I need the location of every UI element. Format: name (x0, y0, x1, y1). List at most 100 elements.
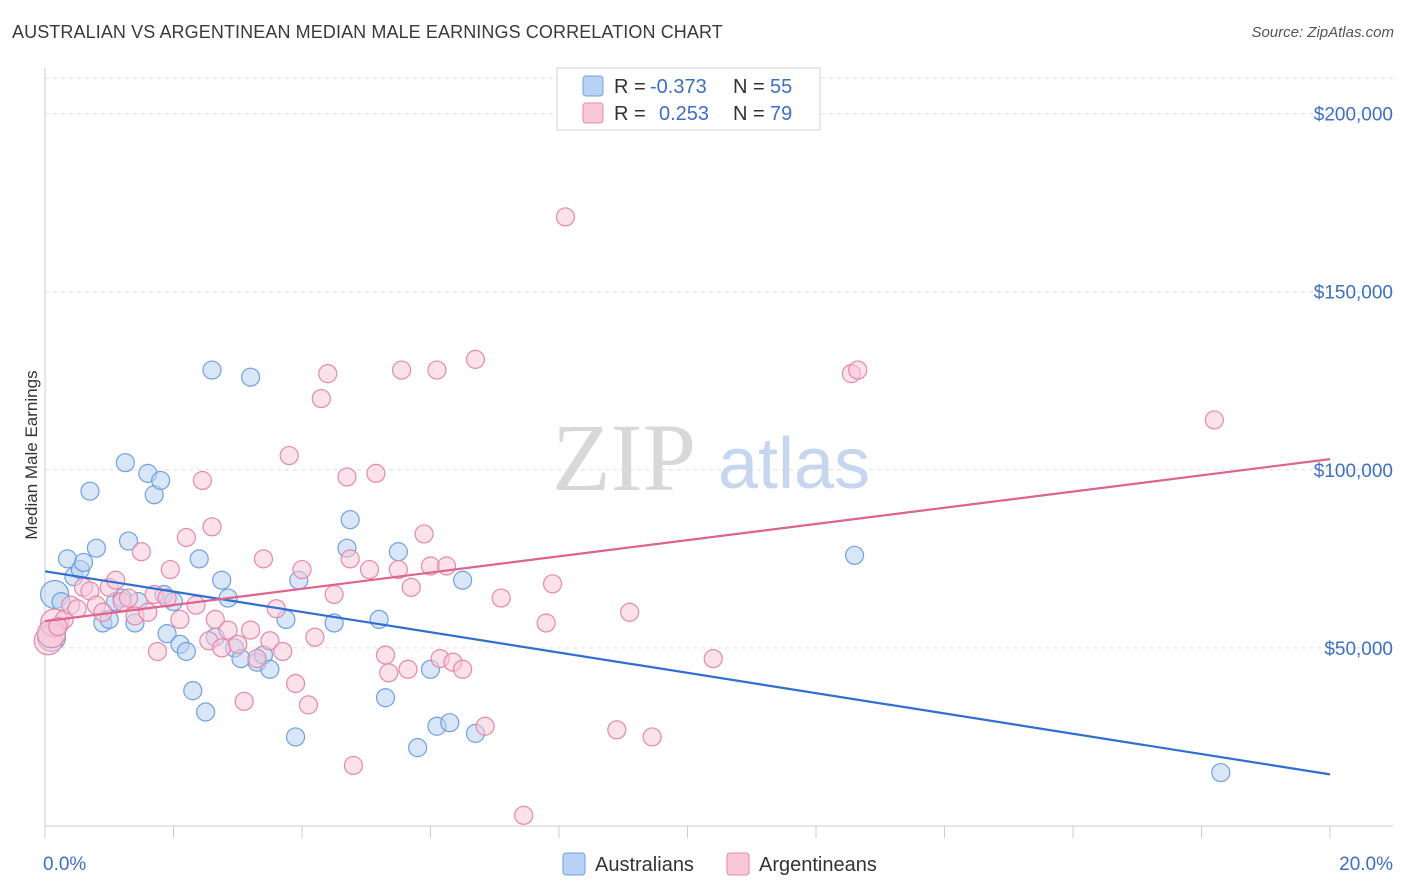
point-argentineans (241, 620, 261, 640)
point-argentineans (131, 542, 151, 562)
point-argentineans (260, 631, 280, 651)
point-argentineans (170, 609, 190, 630)
point-argentineans (343, 755, 363, 776)
point-argentineans (337, 467, 357, 487)
point-argentineans (212, 638, 232, 658)
grid-lines (45, 77, 1393, 649)
point-argentineans (414, 524, 434, 544)
trend-line-australians (44, 570, 1331, 776)
point-argentineans (475, 716, 495, 736)
point-australians (408, 738, 428, 758)
point-argentineans (234, 691, 254, 711)
point-argentineans (366, 463, 386, 483)
point-argentineans (453, 659, 473, 679)
data-points (33, 207, 1231, 825)
point-argentineans (138, 602, 158, 622)
point-australians (80, 481, 100, 501)
point-argentineans (555, 207, 576, 227)
watermark: ZIP atlas (552, 404, 870, 511)
point-argentineans (186, 595, 206, 615)
axes (44, 68, 1393, 838)
point-argentineans (292, 559, 312, 580)
point-australians (260, 659, 280, 679)
point-australians (241, 367, 261, 387)
tick-labels: $50,000 $100,000 $150,000 $200,000 0.0% 20.0% (43, 105, 1393, 875)
point-argentineans (703, 648, 723, 669)
stats-n-label: N = (733, 103, 765, 125)
x-tick-label-max: 20.0% (1339, 854, 1393, 875)
chart-source: Source: ZipAtlas.com (1251, 24, 1394, 41)
point-australians (212, 570, 232, 590)
point-argentineans (536, 613, 556, 633)
legend-label-australians: Australians (595, 854, 694, 876)
point-argentineans (324, 584, 344, 605)
point-argentineans (253, 549, 274, 569)
point-argentineans (67, 599, 87, 619)
point-argentineans (491, 588, 511, 608)
point-argentineans (157, 588, 177, 608)
point-argentineans (192, 470, 213, 491)
point-australians (189, 549, 209, 569)
y-tick-label: $50,000 (1324, 639, 1393, 660)
y-tick-label: $150,000 (1314, 283, 1393, 304)
stats-r-label: R = (614, 76, 646, 98)
point-argentineans (160, 559, 180, 580)
point-argentineans (311, 388, 331, 409)
stats-legend-row-argentineans: R = 0.253 N = 79 (582, 102, 792, 125)
stats-legend-row-australians: R = -0.373 N = 55 (582, 75, 792, 98)
point-australians (440, 713, 460, 733)
trend-lines (44, 458, 1331, 776)
watermark-atlas: atlas (718, 424, 870, 504)
point-argentineans (427, 360, 447, 380)
point-argentineans (202, 517, 222, 537)
stats-r-value: 0.253 (659, 103, 709, 125)
point-argentineans (465, 349, 486, 369)
point-argentineans (273, 641, 293, 662)
point-argentineans (542, 574, 563, 594)
point-argentineans (176, 527, 196, 548)
y-axis-label: Median Male Earnings (22, 370, 41, 539)
point-argentineans (205, 609, 225, 630)
point-argentineans (848, 360, 868, 380)
point-australians (202, 360, 222, 380)
point-australians (1211, 762, 1231, 783)
stats-swatch-argentineans (582, 102, 604, 124)
point-argentineans (298, 695, 319, 715)
chart-title: AUSTRALIAN VS ARGENTINEAN MEDIAN MALE EA… (12, 22, 723, 42)
point-argentineans (391, 360, 412, 380)
point-argentineans (607, 720, 627, 740)
point-australians (115, 453, 135, 473)
legend-item-australians[interactable]: Australians (562, 852, 694, 876)
legend-item-argentineans[interactable]: Argentineans (726, 852, 877, 876)
stats-n-value: 55 (770, 76, 792, 98)
point-argentineans (318, 364, 338, 384)
point-argentineans (279, 445, 299, 466)
point-argentineans (147, 641, 168, 662)
point-australians (375, 688, 396, 708)
point-argentineans (228, 634, 248, 654)
point-argentineans (398, 659, 418, 679)
point-argentineans (340, 549, 360, 569)
point-australians (388, 542, 408, 562)
legend-label-argentineans: Argentineans (759, 854, 877, 876)
stats-r-value: -0.373 (650, 76, 707, 98)
point-australians (196, 702, 216, 722)
stats-swatch-australians (582, 75, 604, 97)
stats-n-value: 79 (770, 103, 792, 125)
point-argentineans (106, 570, 126, 590)
point-argentineans (305, 627, 325, 647)
stats-legend: R = -0.373 N = 55 R = 0.253 N = 79 (556, 67, 821, 131)
point-argentineans (48, 616, 68, 637)
point-argentineans (247, 648, 267, 669)
point-argentineans (620, 602, 640, 622)
stats-r-label: R = (614, 103, 646, 125)
point-australians (73, 552, 94, 573)
point-argentineans (514, 805, 534, 825)
series-legend: Australians Argentineans (562, 852, 877, 876)
y-tick-label: $200,000 (1314, 105, 1393, 126)
point-australians (176, 641, 196, 662)
point-australians (86, 538, 107, 558)
legend-swatch-australians (562, 852, 586, 876)
trend-line-argentineans (44, 458, 1331, 623)
